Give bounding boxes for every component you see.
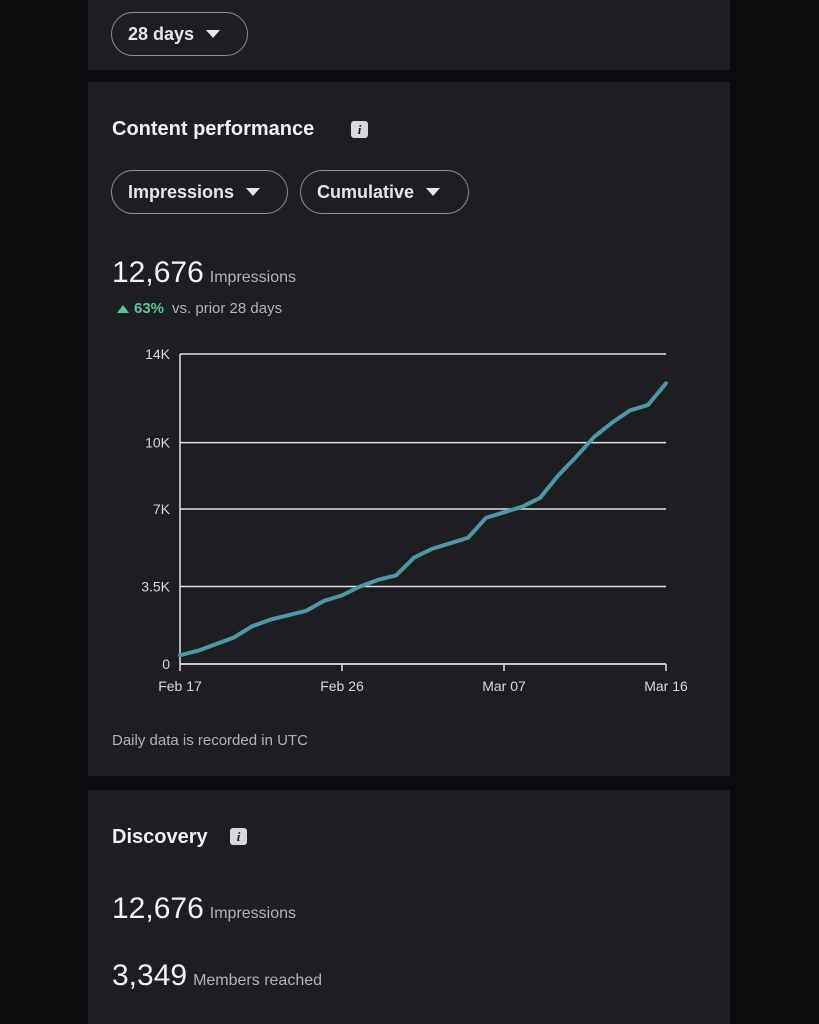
- section-title: Content performance: [112, 118, 315, 140]
- total-label: Impressions: [209, 269, 297, 286]
- x-tick-label: Feb 26: [320, 678, 364, 694]
- dropdown-arrow: [246, 188, 261, 196]
- change-label: vs. prior 28 days: [172, 300, 283, 317]
- y-tick-label: 7K: [153, 501, 171, 517]
- mode-dropdown[interactable]: Cumulative: [300, 170, 469, 214]
- mode-label: Cumulative: [317, 181, 415, 202]
- stat-value: 12,676: [112, 892, 204, 925]
- period-dropdown[interactable]: 28 days: [111, 12, 248, 56]
- line: [178, 381, 668, 658]
- y-tick-label: 0: [162, 656, 170, 672]
- total-value: 12,676: [112, 256, 204, 289]
- x-tick-label: Feb 17: [158, 678, 202, 694]
- metric-dropdown[interactable]: Impressions: [111, 170, 288, 214]
- dropdown-arrow: [206, 30, 221, 38]
- change-value: 63%: [134, 300, 165, 317]
- x-tick-label: Mar 16: [644, 678, 688, 694]
- y-tick-label: 3.5K: [141, 579, 170, 595]
- info-icon[interactable]: i: [230, 828, 247, 845]
- total-stat: 12,676 Impressions: [112, 256, 296, 290]
- x-tick-label: Mar 07: [482, 678, 526, 694]
- metric-label: Impressions: [128, 181, 235, 202]
- content-performance-panel: Content performance i Impressions Cumula…: [88, 82, 730, 776]
- filter-panel: 28 days: [88, 0, 730, 70]
- y-tick-label: 14K: [145, 346, 171, 362]
- chart: 0 3.5K 7K 10K 14K Feb 17 Feb 26 Mar 07 Mar 16: [141, 346, 688, 694]
- up-arrow: [117, 304, 129, 313]
- stat: 3,349 Members reached: [112, 959, 322, 993]
- period-label: 28 days: [128, 23, 195, 44]
- stat-value: 3,349: [112, 959, 188, 992]
- change-row: 63% vs. prior 28 days: [117, 300, 282, 317]
- stat-label: Members reached: [193, 972, 323, 989]
- section-title: Discovery: [112, 826, 208, 848]
- footnote: Daily data is recorded in UTC: [112, 732, 308, 749]
- info-icon[interactable]: i: [351, 121, 368, 138]
- discovery-panel: Discovery i 12,676 Impressions 3,349 Membe…: [88, 790, 730, 1024]
- stat-label: Impressions: [209, 905, 297, 922]
- stat: 12,676 Impressions: [112, 892, 296, 926]
- dropdown-arrow: [426, 188, 441, 196]
- y-tick-label: 10K: [145, 435, 171, 451]
